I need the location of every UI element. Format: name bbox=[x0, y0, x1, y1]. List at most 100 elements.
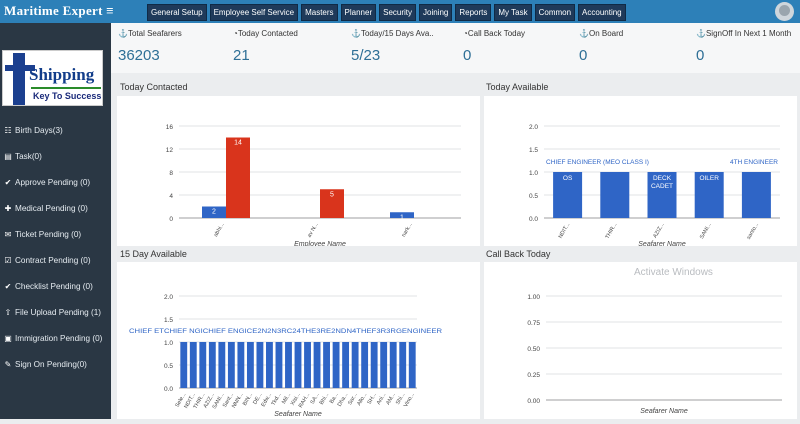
y-tick-label: 0.0 bbox=[164, 386, 173, 393]
y-tick-label: 0.00 bbox=[527, 398, 540, 405]
menu-item-joining[interactable]: Joining bbox=[419, 4, 453, 21]
bar-value-label: OILER bbox=[699, 175, 719, 182]
bar-annotation: CHIEF ENGINEER (MEO CLASS I) bbox=[546, 159, 649, 166]
logo-anchor-bar bbox=[13, 53, 25, 105]
stat-value: 36203 bbox=[118, 47, 160, 64]
bar[interactable] bbox=[389, 342, 397, 388]
x-tick-label: Tkd... bbox=[271, 392, 283, 407]
x-tick-label: abhi... bbox=[213, 222, 226, 238]
sidebar-item-task[interactable]: ▤ Task(0) bbox=[0, 143, 111, 169]
bar[interactable] bbox=[202, 206, 226, 219]
stat-label: Today/15 Days Ava.. bbox=[360, 29, 434, 38]
sidebar-item-contract-pending[interactable]: ☑ Contract Pending (0) bbox=[0, 247, 111, 273]
x-tick-label: av N... bbox=[307, 222, 320, 239]
today-contacted-panel: 0 4 8 12 16 Employee Name 2 14 abhi... 5 av N... 1 n… bbox=[117, 96, 480, 248]
bar[interactable] bbox=[218, 342, 226, 388]
bar-annotation: 4TH ENGINEER bbox=[730, 159, 778, 166]
stat-icon: ◔ bbox=[233, 29, 238, 38]
x-tick-label: Allo... bbox=[356, 392, 368, 407]
y-tick-label: 2.0 bbox=[164, 294, 173, 301]
menu-item-common[interactable]: Common bbox=[534, 4, 576, 21]
stat-card: ⚓SignOff In Next 1 Month 0 bbox=[696, 29, 791, 64]
today-available-chart: 0.0 0.5 1.0 1.5 2.0 Seafarer Name OS NDIT... THI… bbox=[529, 124, 780, 248]
call-back-today-panel: 0.00 0.25 0.50 0.75 1.00 Seafarer Name Activa… bbox=[484, 262, 797, 419]
x-tick-label: Sar... bbox=[347, 392, 359, 407]
sidebar-item-label: Sign On Pending(0) bbox=[15, 359, 87, 369]
bar[interactable] bbox=[323, 342, 330, 388]
bar[interactable] bbox=[256, 342, 264, 388]
bar[interactable] bbox=[342, 342, 350, 388]
bar[interactable] bbox=[189, 342, 197, 388]
y-tick-label: 1.00 bbox=[527, 294, 540, 301]
bar[interactable] bbox=[246, 342, 254, 388]
stat-value: 5/23 bbox=[351, 47, 381, 64]
user-avatar[interactable] bbox=[775, 2, 794, 21]
stat-card: ◔Call Back Today 0 bbox=[463, 29, 525, 64]
bar[interactable] bbox=[380, 342, 388, 388]
fifteen-day-available-panel: 0.0 0.5 1.0 1.5 2.0 Seafarer Name Sele... NDIT.… bbox=[117, 262, 480, 419]
sidebar-item-label: File Upload Pending (1) bbox=[15, 307, 102, 317]
bar[interactable] bbox=[285, 342, 292, 388]
sidebar-item-label: Immigration Pending (0) bbox=[15, 333, 103, 343]
y-tick-label: 16 bbox=[166, 124, 174, 131]
bar[interactable] bbox=[408, 342, 416, 388]
sidebar-item-birth-days[interactable]: ☷ Birth Days(3) bbox=[0, 117, 111, 143]
menu-item-security[interactable]: Security bbox=[379, 4, 417, 21]
sidebar: Shipping Key To Success ☷ Birth Days(3) ▤ T… bbox=[0, 23, 111, 419]
sidebar-item-checklist-pending[interactable]: ✔ Checklist Pending (0) bbox=[0, 273, 111, 299]
y-tick-label: 0.5 bbox=[164, 363, 173, 370]
sidebar-icon: ✔ bbox=[4, 281, 12, 291]
sidebar-item-label: Medical Pending (0) bbox=[15, 203, 88, 213]
sidebar-item-sign-on-pending[interactable]: ✎ Sign On Pending(0) bbox=[0, 351, 111, 377]
sidebar-icon: ✚ bbox=[4, 203, 12, 213]
sidebar-item-label: Ticket Pending (0) bbox=[15, 229, 82, 239]
y-tick-label: 0.75 bbox=[527, 320, 540, 327]
logo-name: Shipping bbox=[29, 65, 95, 84]
bar[interactable] bbox=[399, 342, 407, 388]
bar-value-label: OS bbox=[563, 175, 573, 182]
x-tick-label: nark... bbox=[401, 222, 414, 239]
bar[interactable] bbox=[741, 172, 771, 218]
x-axis-label: Seafarer Name bbox=[640, 408, 688, 415]
bar[interactable] bbox=[332, 342, 340, 388]
bar[interactable] bbox=[180, 342, 188, 388]
sidebar-item-file-upload-pending[interactable]: ⇧ File Upload Pending (1) bbox=[0, 299, 111, 325]
bar[interactable] bbox=[370, 342, 378, 388]
bar[interactable] bbox=[600, 172, 630, 218]
fifteen-day-available-title: 15 Day Available bbox=[120, 249, 187, 259]
y-tick-label: 0.25 bbox=[527, 372, 540, 379]
menu-item-planner[interactable]: Planner bbox=[340, 4, 377, 21]
bar[interactable] bbox=[266, 342, 273, 388]
sidebar-item-approve-pending[interactable]: ✔ Approve Pending (0) bbox=[0, 169, 111, 195]
menu-item-my-task[interactable]: My Task bbox=[494, 4, 532, 21]
bar[interactable] bbox=[226, 137, 250, 219]
sidebar-item-ticket-pending[interactable]: ✉ Ticket Pending (0) bbox=[0, 221, 111, 247]
bar[interactable] bbox=[227, 342, 235, 388]
bar[interactable] bbox=[208, 342, 216, 388]
bar[interactable] bbox=[361, 342, 369, 388]
bar[interactable] bbox=[304, 342, 311, 388]
bar[interactable] bbox=[237, 342, 245, 388]
bar-value-label: 2 bbox=[212, 209, 216, 216]
menu-item-general-setup[interactable]: General Setup bbox=[147, 4, 207, 21]
bar[interactable] bbox=[351, 342, 359, 388]
bar[interactable] bbox=[647, 172, 677, 218]
menu-item-reports[interactable]: Reports bbox=[455, 4, 492, 21]
menu-item-masters[interactable]: Masters bbox=[301, 4, 338, 21]
bar[interactable] bbox=[553, 172, 583, 218]
menu-item-employee-self-service[interactable]: Employee Self Service bbox=[209, 4, 299, 21]
bar[interactable] bbox=[275, 342, 283, 388]
bar[interactable] bbox=[320, 189, 344, 218]
sidebar-item-medical-pending[interactable]: ✚ Medical Pending (0) bbox=[0, 195, 111, 221]
sidebar-item-immigration-pending[interactable]: ▣ Immigration Pending (0) bbox=[0, 325, 111, 351]
bar[interactable] bbox=[313, 342, 321, 388]
bar[interactable] bbox=[390, 212, 414, 218]
bar[interactable] bbox=[294, 342, 302, 388]
sidebar-item-label: Checklist Pending (0) bbox=[15, 281, 93, 291]
x-tick-label: Mil... bbox=[281, 392, 292, 405]
menu-item-accounting[interactable]: Accounting bbox=[578, 4, 626, 21]
bar[interactable] bbox=[694, 172, 724, 218]
stat-card: ⚓Total Seafarers 36203 bbox=[118, 29, 182, 64]
bar[interactable] bbox=[199, 342, 207, 388]
app-title[interactable]: Maritime Expert ≡ bbox=[4, 3, 114, 18]
